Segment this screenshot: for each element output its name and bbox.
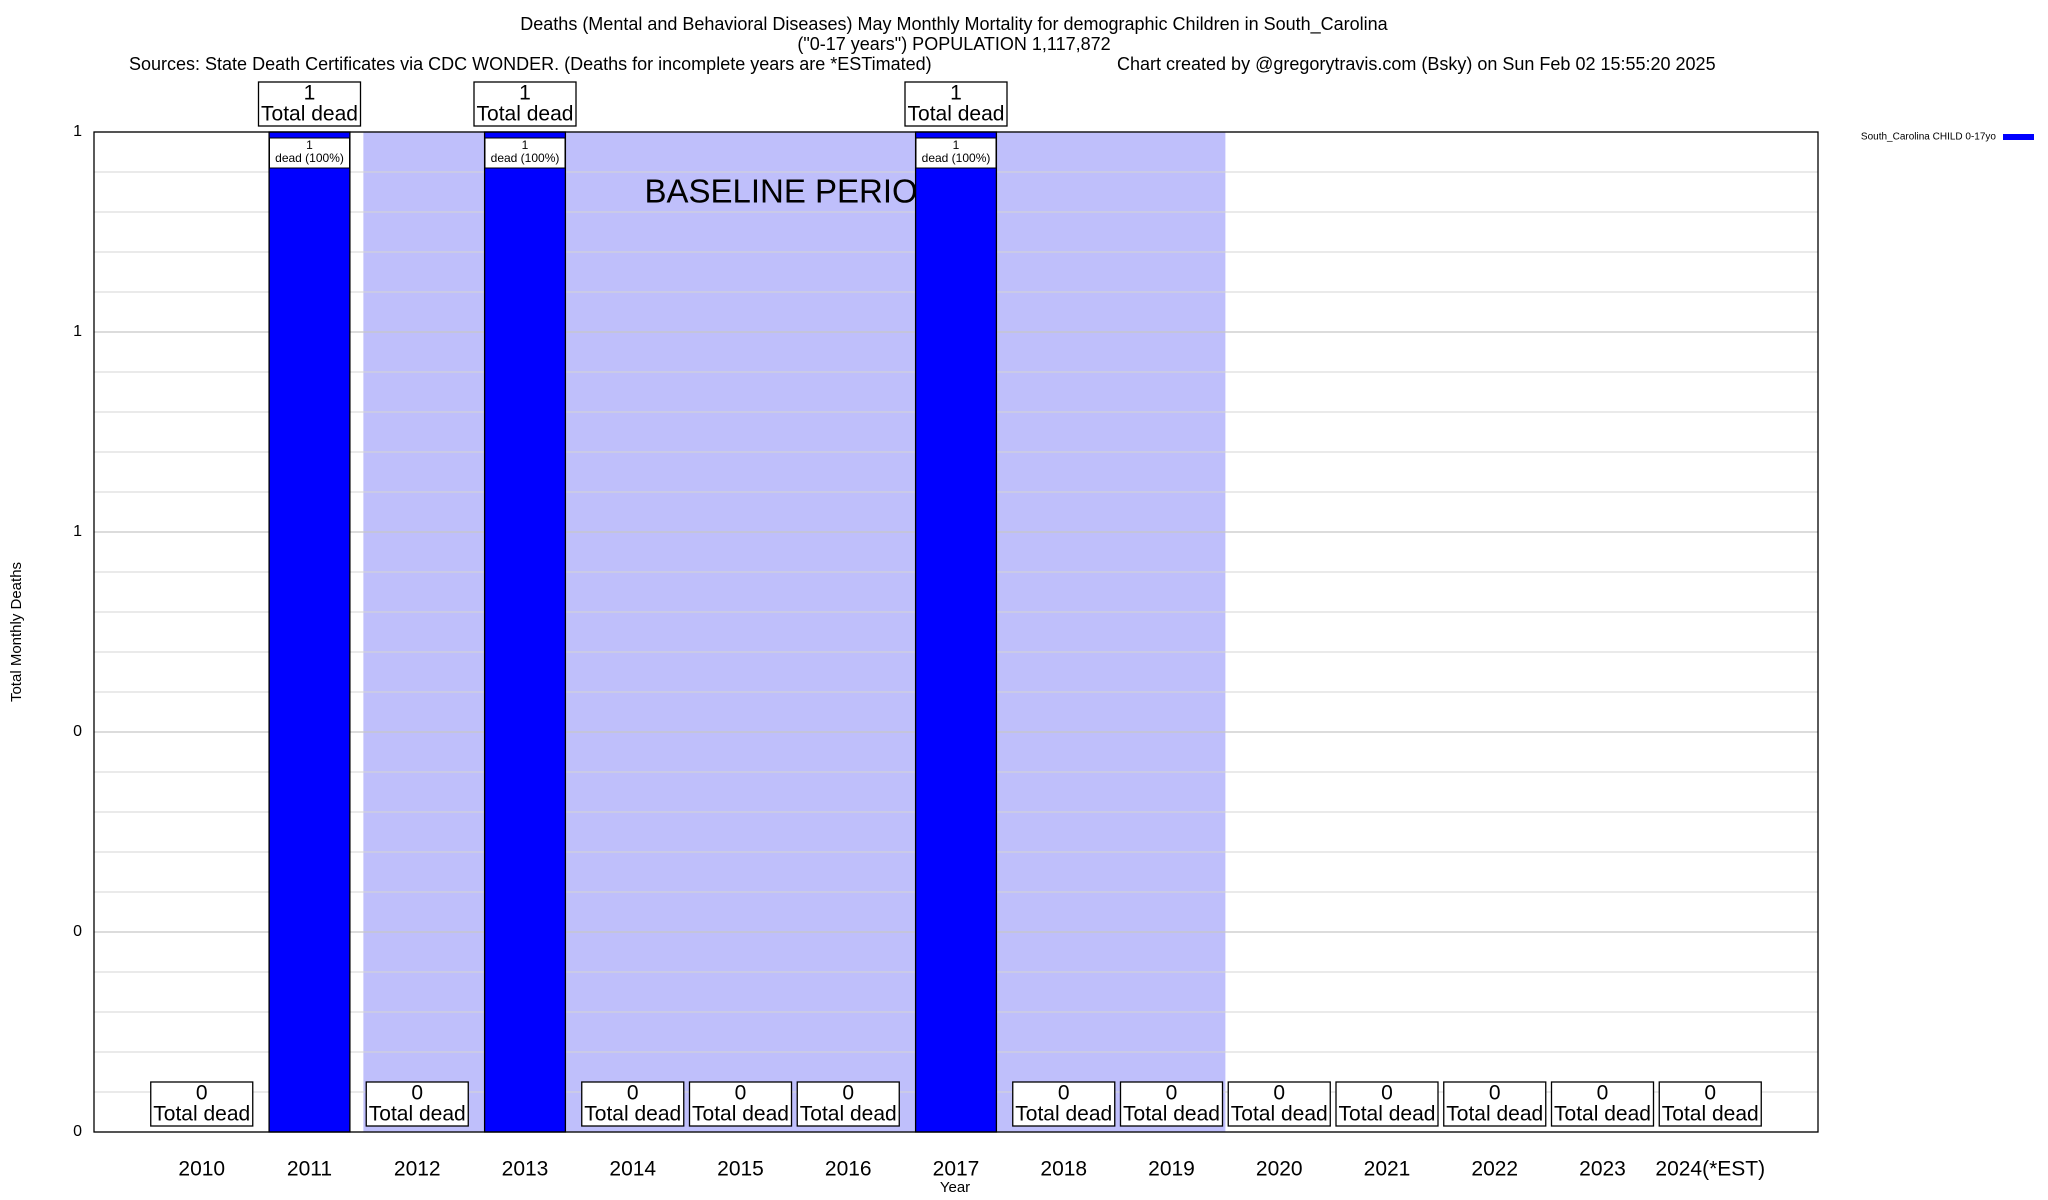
legend-swatch xyxy=(2003,134,2034,140)
share-label-box xyxy=(915,137,997,169)
value-label: 0 xyxy=(627,1082,639,1105)
bar xyxy=(914,131,998,1133)
y-tick-label: 0 xyxy=(73,1123,82,1140)
value-label-box xyxy=(1443,1081,1547,1127)
x-tick-label: 2010 xyxy=(178,1158,225,1181)
value-label-box xyxy=(1012,1081,1116,1127)
value-label-box xyxy=(473,81,577,127)
value-label-caption: Total dead xyxy=(800,1103,897,1126)
value-label-caption: Total dead xyxy=(261,103,358,126)
value-label-box xyxy=(1335,1081,1439,1127)
value-label: 0 xyxy=(196,1082,208,1105)
y-tick-label: 1 xyxy=(73,123,82,140)
value-label-caption: Total dead xyxy=(477,103,574,126)
value-label: 0 xyxy=(1058,1082,1070,1105)
x-tick-label: 2021 xyxy=(1364,1158,1411,1181)
value-label-box xyxy=(365,1081,469,1127)
x-tick-label: 2012 xyxy=(394,1158,441,1181)
y-tick-label: 1 xyxy=(73,323,82,340)
share-label-box xyxy=(484,137,566,169)
x-tick-label: 2014 xyxy=(609,1158,656,1181)
share-label: dead (100%) xyxy=(922,151,991,165)
bar xyxy=(268,131,351,1133)
value-label-caption: Total dead xyxy=(153,1103,250,1126)
x-tick-label: 2019 xyxy=(1148,1158,1195,1181)
share-label: dead (100%) xyxy=(275,151,344,165)
legend-label: South_Carolina CHILD 0-17yo xyxy=(1861,132,1997,143)
plot-frame xyxy=(93,131,1819,1133)
value-label: 0 xyxy=(1597,1082,1609,1105)
value-label-box xyxy=(150,1081,254,1127)
chart-title: Deaths (Mental and Behavioral Diseases) … xyxy=(520,14,1388,35)
value-label-box xyxy=(688,1081,793,1127)
x-axis-label: Year xyxy=(940,1179,970,1196)
value-label-box xyxy=(1658,1081,1762,1127)
x-tick-label: 2011 xyxy=(287,1158,332,1181)
value-label: 0 xyxy=(1704,1082,1716,1105)
y-tick-label: 1 xyxy=(73,523,82,540)
value-label-caption: Total dead xyxy=(1015,1103,1112,1126)
share-label-value: 1 xyxy=(953,138,960,152)
value-label: 0 xyxy=(842,1082,854,1105)
value-label-box xyxy=(904,81,1008,127)
value-label-box xyxy=(581,1081,685,1127)
value-label-caption: Total dead xyxy=(692,1103,789,1126)
value-label-caption: Total dead xyxy=(1662,1103,1759,1126)
chart-subtitle: ("0-17 years") POPULATION 1,117,872 xyxy=(797,34,1110,54)
value-label: 0 xyxy=(1381,1082,1393,1105)
value-label: 0 xyxy=(735,1082,747,1105)
credit-note: Chart created by @gregorytravis.com (Bsk… xyxy=(1117,54,1716,74)
value-label: 0 xyxy=(1166,1082,1178,1105)
value-label-box xyxy=(1550,1081,1655,1127)
bar xyxy=(483,131,567,1133)
x-tick-label: 2016 xyxy=(825,1158,872,1181)
x-tick-label: 2017 xyxy=(933,1158,980,1181)
x-tick-label: 2020 xyxy=(1256,1158,1303,1181)
share-label-value: 1 xyxy=(306,138,313,152)
value-label-caption: Total dead xyxy=(1446,1103,1543,1126)
x-tick-label: 2013 xyxy=(502,1158,549,1181)
baseline-label: BASELINE PERIOD xyxy=(644,173,941,210)
value-label-caption: Total dead xyxy=(908,103,1005,126)
x-tick-label: 2022 xyxy=(1471,1158,1518,1181)
source-note: Sources: State Death Certificates via CD… xyxy=(129,54,932,74)
value-label: 0 xyxy=(1273,1082,1285,1105)
value-label-box xyxy=(257,81,362,127)
value-label: 1 xyxy=(950,82,962,105)
y-tick-label: 0 xyxy=(73,723,82,740)
share-label-box xyxy=(269,137,350,169)
value-label-caption: Total dead xyxy=(1123,1103,1220,1126)
value-label: 1 xyxy=(304,82,316,105)
value-label-box xyxy=(1227,1081,1331,1127)
value-label: 1 xyxy=(519,82,531,105)
x-tick-label: 2023 xyxy=(1579,1158,1626,1181)
value-label-caption: Total dead xyxy=(1554,1103,1651,1126)
value-label-caption: Total dead xyxy=(1339,1103,1436,1126)
value-label: 0 xyxy=(411,1082,423,1105)
value-label-box xyxy=(796,1081,900,1127)
value-label: 0 xyxy=(1489,1082,1501,1105)
share-label-value: 1 xyxy=(522,138,529,152)
value-label-caption: Total dead xyxy=(584,1103,681,1126)
x-tick-label: 2018 xyxy=(1040,1158,1087,1181)
y-tick-label: 0 xyxy=(73,923,82,940)
share-label: dead (100%) xyxy=(491,151,560,165)
value-label-box xyxy=(1119,1081,1224,1127)
value-label-caption: Total dead xyxy=(369,1103,466,1126)
x-tick-label: 2015 xyxy=(717,1158,764,1181)
x-tick-label: 2024(*EST) xyxy=(1655,1158,1765,1181)
y-axis-label: Total Monthly Deaths xyxy=(8,562,25,702)
value-label-caption: Total dead xyxy=(1231,1103,1328,1126)
